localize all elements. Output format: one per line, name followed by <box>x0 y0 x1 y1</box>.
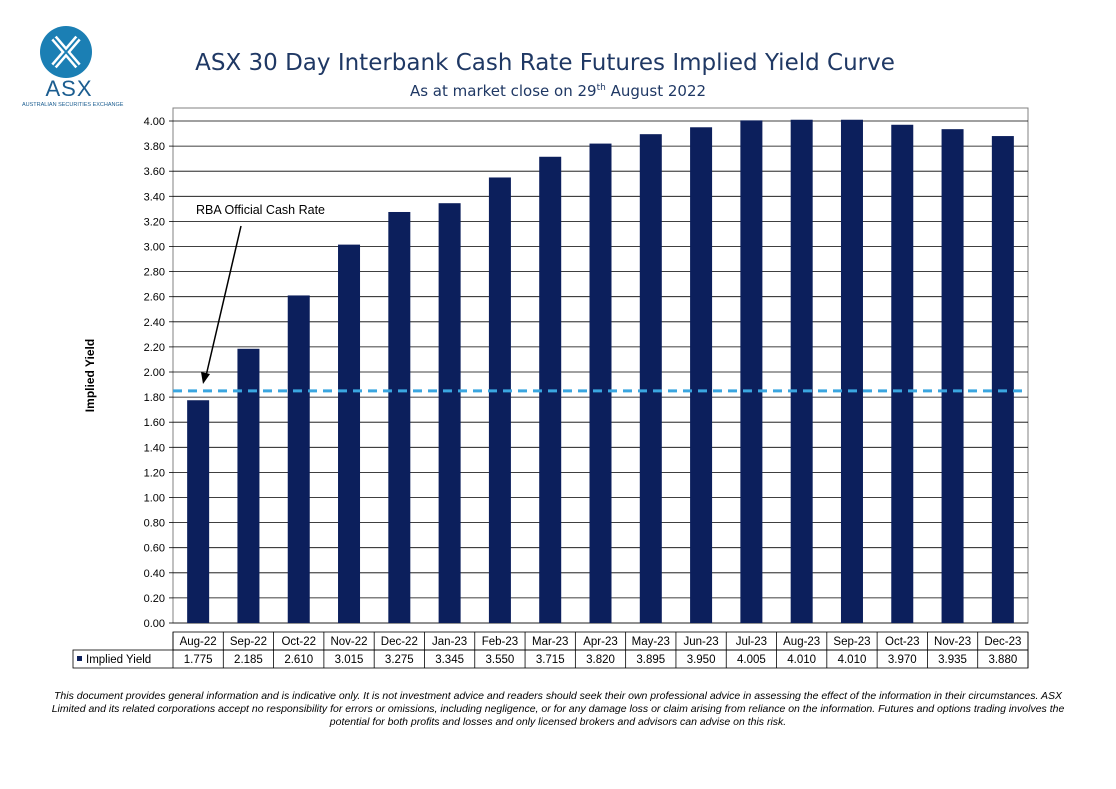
category-label: Aug-22 <box>180 636 217 648</box>
bar-nov-23 <box>941 129 964 623</box>
value-label: 3.970 <box>888 654 917 666</box>
category-label: Jun-23 <box>684 636 719 648</box>
category-label: Dec-22 <box>381 636 418 648</box>
value-label: 3.880 <box>988 654 1017 666</box>
bar-sep-23 <box>840 119 863 624</box>
category-label: Oct-23 <box>885 636 920 648</box>
y-tick-label: 0.20 <box>144 593 165 605</box>
annotation-arrow-head <box>201 372 210 384</box>
bar-aug-23 <box>790 119 813 624</box>
value-label: 1.775 <box>184 654 213 666</box>
value-label: 3.275 <box>385 654 414 666</box>
bar-sep-22 <box>237 348 260 623</box>
asx-logo: ASX AUSTRALIAN SECURITIES EXCHANGE <box>22 26 123 116</box>
subtitle-suffix: August 2022 <box>605 82 707 100</box>
bar-oct-22 <box>287 295 310 623</box>
chart-subtitle: As at market close on 29th August 2022 <box>0 82 1116 100</box>
category-label: Nov-22 <box>330 636 367 648</box>
y-tick-label: 2.80 <box>144 267 165 279</box>
y-tick-label: 1.80 <box>144 392 165 404</box>
bar-oct-23 <box>891 124 914 623</box>
value-label: 3.715 <box>536 654 565 666</box>
bar-aug-22 <box>187 400 210 623</box>
value-label: 4.010 <box>787 654 816 666</box>
y-tick-label: 0.60 <box>144 543 165 555</box>
y-tick-label: 1.40 <box>144 442 165 454</box>
y-tick-label: 2.40 <box>144 317 165 329</box>
y-tick-label: 2.00 <box>144 367 165 379</box>
bar-dec-23 <box>991 136 1014 623</box>
category-label: Nov-23 <box>934 636 971 648</box>
category-label: Dec-23 <box>984 636 1021 648</box>
bar-jan-23 <box>438 203 461 623</box>
y-tick-label: 2.60 <box>144 292 165 304</box>
value-label: 3.950 <box>687 654 716 666</box>
bar-dec-22 <box>388 211 411 624</box>
value-label: 3.820 <box>586 654 615 666</box>
category-label: Mar-23 <box>532 636 568 648</box>
y-tick-label: 3.20 <box>144 216 165 228</box>
y-tick-label: 0.40 <box>144 568 165 580</box>
y-tick-label: 3.40 <box>144 191 165 203</box>
bar-feb-23 <box>488 177 511 623</box>
y-tick-label: 3.60 <box>144 166 165 178</box>
disclaimer: This document provides general informati… <box>51 690 1065 728</box>
value-label: 2.610 <box>284 654 313 666</box>
legend-swatch <box>77 656 82 661</box>
y-tick-label: 3.80 <box>144 141 165 153</box>
y-axis-label: Implied Yield <box>83 339 97 412</box>
y-tick-label: 1.60 <box>144 417 165 429</box>
category-label: Jul-23 <box>736 636 767 648</box>
value-label: 2.185 <box>234 654 263 666</box>
y-tick-label: 4.00 <box>144 116 165 128</box>
value-label: 3.895 <box>636 654 665 666</box>
asx-logo-icon <box>40 26 92 78</box>
logo-text: ASX <box>45 76 93 101</box>
category-label: Sep-23 <box>833 636 870 648</box>
bar-jun-23 <box>690 127 713 624</box>
category-label: Sep-22 <box>230 636 267 648</box>
y-tick-label: 0.80 <box>144 518 165 530</box>
value-label: 4.010 <box>838 654 867 666</box>
category-label: Feb-23 <box>482 636 518 648</box>
value-label: 3.345 <box>435 654 464 666</box>
bar-may-23 <box>639 134 662 624</box>
category-label: Jan-23 <box>432 636 467 648</box>
bar-jul-23 <box>740 120 763 623</box>
legend-label: Implied Yield <box>86 654 151 666</box>
value-label: 4.005 <box>737 654 766 666</box>
category-label: Oct-22 <box>281 636 316 648</box>
value-label: 3.550 <box>486 654 515 666</box>
annotation-arrow-line <box>205 225 242 377</box>
category-label: Apr-23 <box>583 636 618 648</box>
y-tick-label: 0.00 <box>144 618 165 630</box>
chart-title: ASX 30 Day Interbank Cash Rate Futures I… <box>195 50 895 76</box>
y-tick-label: 1.00 <box>144 493 165 505</box>
subtitle-sup: th <box>596 83 606 93</box>
bar-nov-22 <box>338 244 361 623</box>
subtitle-prefix: As at market close on 29 <box>409 82 597 100</box>
bar-apr-23 <box>589 143 612 623</box>
y-tick-label: 3.00 <box>144 242 165 254</box>
y-tick-label: 2.20 <box>144 342 165 354</box>
rba-annotation-label: RBA Official Cash Rate <box>196 203 325 217</box>
value-label: 3.015 <box>335 654 364 666</box>
value-label: 3.935 <box>938 654 967 666</box>
yield-curve-chart: 0.00 0.20 0.40 0.60 0.80 1.00 1.20 1.40 1.60 1.80… <box>72 107 1029 669</box>
category-label: May-23 <box>632 636 670 648</box>
category-label: Aug-23 <box>783 636 820 648</box>
logo-subtext: AUSTRALIAN SECURITIES EXCHANGE <box>22 102 124 108</box>
y-tick-label: 1.20 <box>144 467 165 479</box>
